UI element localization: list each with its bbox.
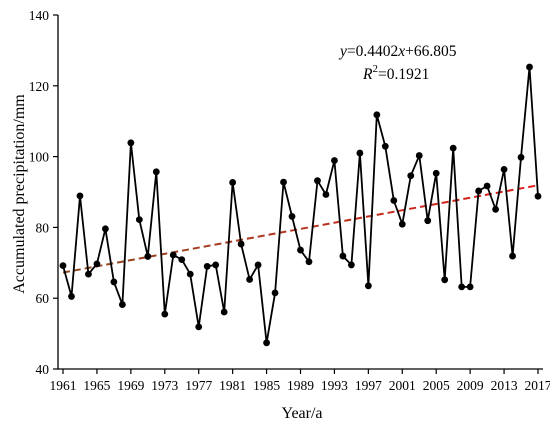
data-point [500,165,508,173]
data-point [483,182,491,190]
data-point [517,153,525,161]
y-tick-label: 40 [36,362,50,377]
data-point [195,323,203,331]
trend-line [62,184,539,274]
data-points [59,63,542,347]
data-point [118,301,126,308]
data-point [322,191,330,198]
data-point [415,152,423,159]
y-axis-label: Accumulated precipitation/mm [11,94,28,294]
data-point [254,261,262,269]
data-point [449,144,457,152]
axis-lines [57,15,543,370]
data-point [441,276,449,284]
x-tick-label: 2013 [491,378,518,393]
data-point [220,308,228,316]
data-point [237,240,245,248]
r-squared-label: R2=0.1921 [362,63,429,83]
data-point [509,252,516,260]
data-point [203,262,211,270]
series-line [62,66,539,344]
x-tick-label: 1961 [50,378,77,393]
data-point [68,293,75,300]
data-point [186,270,194,278]
data-point [305,258,313,266]
data-point [229,179,237,186]
data-point [288,213,296,220]
data-point [93,260,101,268]
x-tick-label: 1965 [83,378,110,393]
data-point [339,252,347,260]
data-point [373,111,381,119]
y-tick-label: 60 [36,291,50,306]
x-tick-label: 1997 [355,378,382,393]
x-axis-label: Year/a [281,405,322,422]
data-point [314,177,321,185]
chart-axes [57,15,543,370]
data-point [466,283,474,291]
x-tick-label: 1969 [117,378,144,393]
data-point [432,169,440,177]
data-point [331,157,338,164]
x-tick-label: 2005 [423,378,450,393]
data-point [475,187,483,195]
data-point [356,149,364,157]
data-point [161,310,169,318]
data-point [263,339,270,347]
data-point [458,283,466,291]
y-tick-label: 100 [29,150,50,165]
data-point [534,192,542,200]
data-point [59,262,67,270]
data-point [85,270,92,278]
data-point [347,261,355,269]
data-point [492,205,499,213]
y-tick-label: 80 [36,220,50,235]
data-point [135,216,143,224]
data-point [76,192,84,200]
data-point [364,282,372,290]
x-tick-label: 2001 [389,378,416,393]
x-tick-label: 1989 [287,378,314,393]
data-point [297,246,304,254]
data-point [127,139,135,147]
y-tick-label: 120 [29,79,50,94]
axis-ticks: 40 60 80 100 120 140 1961 1965 1969 1973 1977 1981 1… [29,8,550,393]
data-point [169,251,177,259]
x-tick-label: 1973 [151,378,178,393]
data-point [280,178,287,186]
data-point [144,253,152,260]
x-tick-label: 1977 [185,378,212,393]
data-point [390,197,398,204]
data-point [246,276,254,283]
x-tick-label: 2017 [525,378,550,393]
x-tick-label: 1993 [321,378,348,393]
data-point [152,168,160,176]
data-point [381,142,389,150]
data-point [110,278,118,286]
data-point [178,256,186,264]
data-point [407,172,415,180]
x-tick-label: 2009 [457,378,484,393]
data-point [102,225,109,233]
data-point [271,289,279,297]
data-point [212,261,220,269]
y-tick-label: 140 [29,8,50,23]
x-tick-label: 1981 [219,378,246,393]
data-point [526,63,533,71]
trend-equation: y=0.4402x+66.805 [338,43,457,60]
data-point [398,220,406,228]
data-point [424,217,432,225]
x-tick-label: 1985 [253,378,280,393]
